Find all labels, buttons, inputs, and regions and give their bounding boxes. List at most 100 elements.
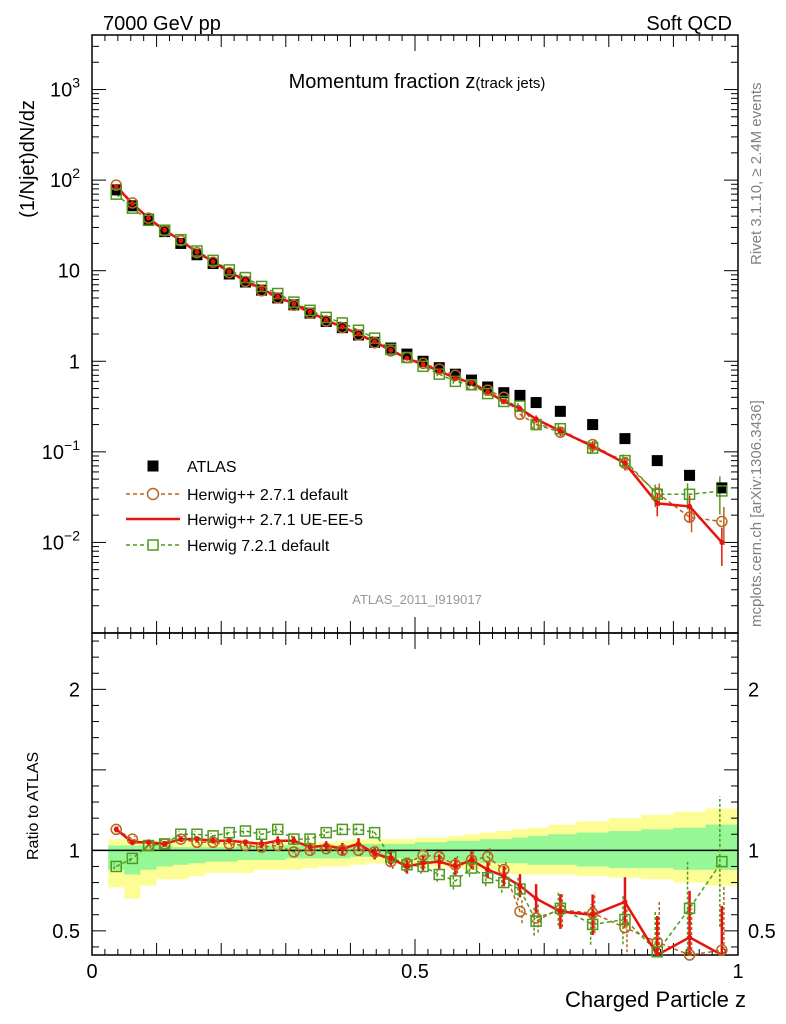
ratio-marker-herwigpp-default bbox=[530, 912, 542, 924]
y-axis-label: (1/Njet)dN/dz bbox=[17, 100, 39, 218]
ratio-marker-herwigpp-ueee5 bbox=[501, 873, 507, 879]
marker-herwig72-default bbox=[385, 343, 397, 356]
ratio-marker-herwig72-default bbox=[716, 855, 728, 868]
ratio-marker-herwigpp-default bbox=[207, 836, 219, 849]
ratio-marker-herwigpp-default bbox=[514, 905, 526, 918]
ratio-marker-herwigpp-default bbox=[449, 859, 462, 871]
plot-title: Momentum fraction z(track jets) bbox=[289, 71, 546, 93]
ratio-marker-herwigpp-ueee5 bbox=[355, 841, 361, 847]
ratio-marker-herwig72-default bbox=[304, 833, 316, 845]
ratio-marker-herwigpp-default bbox=[288, 846, 300, 858]
marker-herwig72-default bbox=[142, 214, 155, 227]
legend-atlas-marker bbox=[147, 460, 159, 472]
ratio-marker-herwigpp-ueee5 bbox=[420, 860, 426, 866]
ratio-marker-herwigpp-ueee5 bbox=[146, 839, 152, 845]
ratio-marker-herwig72-default bbox=[320, 826, 332, 839]
ratio-marker-herwigpp-default bbox=[716, 944, 728, 956]
ratio-marker-herwigpp-ueee5 bbox=[259, 841, 265, 847]
ratio-marker-herwigpp-ueee5 bbox=[129, 839, 135, 845]
ratio-marker-herwigpp-ueee5 bbox=[339, 846, 345, 852]
data-series bbox=[110, 179, 728, 961]
ratio-marker-herwigpp-ueee5 bbox=[687, 934, 693, 940]
atlas-point bbox=[587, 419, 599, 431]
legend-label: ATLAS bbox=[187, 459, 237, 476]
y-tick-base: 10 bbox=[50, 80, 72, 102]
legend-herwigpp-default-marker bbox=[146, 487, 160, 501]
marker-herwigpp-ueee5 bbox=[517, 406, 523, 412]
atlas-point bbox=[191, 249, 203, 261]
marker-herwigpp-ueee5 bbox=[210, 259, 216, 265]
marker-herwigpp-ueee5 bbox=[557, 428, 563, 434]
atlas-point bbox=[554, 405, 566, 417]
ratio-marker-herwig72-default bbox=[110, 860, 122, 873]
marker-herwigpp-ueee5 bbox=[113, 184, 119, 190]
marker-herwig72-default bbox=[110, 188, 122, 200]
marker-herwigpp-ueee5 bbox=[129, 201, 135, 207]
ratio-tick-label-right: 1 bbox=[748, 840, 759, 862]
marker-herwigpp-ueee5 bbox=[339, 324, 345, 330]
marker-herwigpp-default bbox=[110, 179, 122, 191]
atlas-point bbox=[651, 455, 663, 467]
marker-herwig72-default bbox=[651, 488, 663, 501]
y-tick-base: 10 bbox=[50, 170, 72, 192]
y-tick-base: 10 bbox=[58, 261, 80, 283]
ratio-marker-herwigpp-ueee5 bbox=[242, 839, 248, 845]
ratio-marker-herwigpp-ueee5 bbox=[388, 855, 394, 861]
marker-herwig72-default bbox=[586, 442, 599, 454]
analysis-id: ATLAS_2011_I919017 bbox=[352, 592, 482, 607]
y-tick-label: 10 bbox=[58, 261, 80, 283]
ratio-marker-herwig72-default bbox=[288, 833, 300, 845]
marker-herwig72-default bbox=[683, 488, 696, 501]
marker-herwig72-default bbox=[191, 245, 203, 257]
marker-herwig72-default bbox=[417, 360, 429, 373]
ratio-marker-herwig72-default bbox=[651, 946, 663, 958]
atlas-point bbox=[449, 368, 461, 380]
ratio-marker-herwigpp-default bbox=[417, 849, 429, 861]
y-tick-label: 10−2 bbox=[42, 527, 80, 554]
ratio-marker-herwigpp-ueee5 bbox=[404, 863, 410, 869]
atlas-point bbox=[433, 362, 445, 374]
ratio-marker-herwigpp-ueee5 bbox=[517, 883, 523, 889]
marker-herwig72-default bbox=[401, 351, 413, 364]
ratio-marker-herwigpp-ueee5 bbox=[372, 851, 378, 857]
ratio-tick-label-right: 2 bbox=[748, 679, 759, 701]
atlas-point bbox=[175, 237, 187, 249]
ratio-marker-herwig72-default bbox=[449, 875, 462, 887]
ratio-marker-herwig72-default bbox=[158, 838, 171, 850]
marker-herwig72-default bbox=[304, 304, 316, 317]
marker-herwigpp-ueee5 bbox=[291, 301, 297, 307]
marker-herwigpp-ueee5 bbox=[323, 317, 329, 323]
plot-title-main: Momentum fraction bbox=[289, 71, 466, 93]
marker-herwig72-default bbox=[255, 280, 268, 293]
marker-herwigpp-ueee5 bbox=[469, 380, 475, 386]
ratio-marker-herwigpp-ueee5 bbox=[436, 859, 442, 865]
y-tick-exp: −1 bbox=[64, 437, 80, 453]
marker-herwig72-default bbox=[716, 485, 728, 497]
marker-herwigpp-ueee5 bbox=[162, 227, 168, 233]
marker-herwig72-default bbox=[481, 387, 494, 400]
legend-herwig72-marker bbox=[147, 539, 159, 551]
ratio-marker-herwigpp-ueee5 bbox=[590, 912, 596, 918]
ratio-marker-herwigpp-ueee5 bbox=[113, 826, 119, 832]
ratio-marker-herwig72-default bbox=[530, 915, 542, 927]
y-tick-exp: 2 bbox=[72, 165, 80, 181]
ratio-marker-herwigpp-ueee5 bbox=[194, 836, 200, 842]
y-tick-exp: −2 bbox=[64, 527, 80, 543]
marker-herwig72-default bbox=[158, 224, 171, 236]
ratio-marker-herwig72-default bbox=[352, 823, 365, 836]
atlas-point bbox=[514, 389, 526, 401]
header-left: 7000 GeV pp bbox=[103, 13, 221, 35]
ratio-uncertainty-bands bbox=[92, 808, 738, 899]
ratio-marker-herwigpp-default bbox=[110, 823, 122, 836]
marker-herwigpp-ueee5 bbox=[372, 339, 378, 345]
ratio-marker-herwigpp-ueee5 bbox=[469, 857, 475, 863]
x-tick-label: 0 bbox=[86, 961, 97, 983]
ratio-marker-herwigpp-ueee5 bbox=[275, 838, 281, 844]
y-tick-exp: 3 bbox=[72, 75, 80, 91]
marker-herwigpp-ueee5 bbox=[687, 503, 693, 509]
ratio-tick-label-left: 1 bbox=[69, 840, 80, 862]
marker-herwigpp-ueee5 bbox=[501, 398, 507, 404]
marker-herwigpp-ueee5 bbox=[226, 269, 232, 275]
marker-herwigpp-ueee5 bbox=[533, 416, 539, 422]
